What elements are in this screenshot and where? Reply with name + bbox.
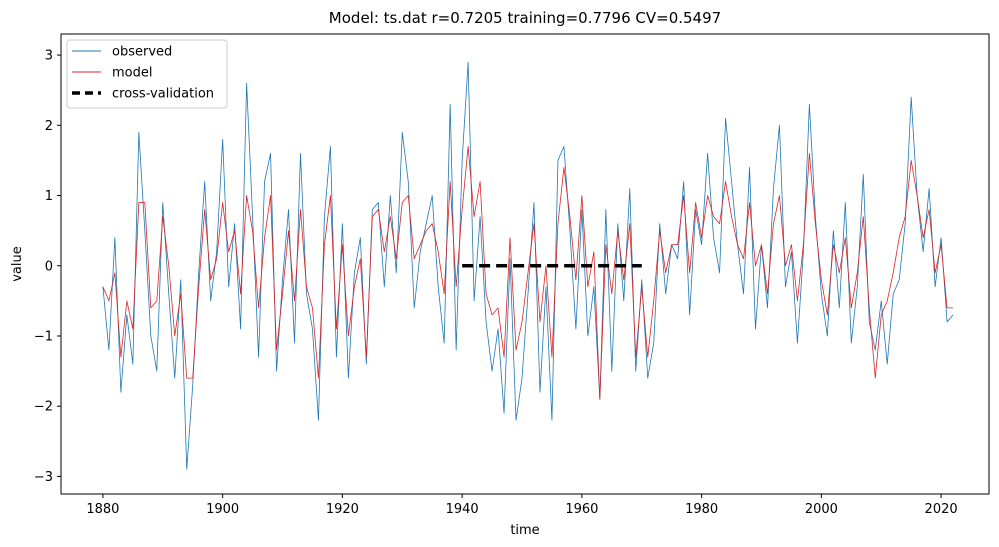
x-axis: 1880 1900 1920 1940 1960 1980 2000 2020 (86, 494, 958, 517)
x-axis-label: time (510, 523, 539, 538)
legend-label: observed (112, 45, 172, 60)
legend-box (66, 39, 228, 109)
x-tick-label: 1960 (565, 502, 598, 517)
plot-lines (102, 61, 954, 470)
y-tick-label: −3 (34, 470, 53, 485)
x-tick-label: 1900 (206, 502, 239, 517)
y-axis: −3 −2 −1 0 1 2 3 (34, 49, 61, 485)
x-tick-label: 2020 (925, 502, 958, 517)
y-axis-label: value (10, 246, 25, 282)
y-tick-label: 1 (45, 189, 53, 204)
x-tick-label: 1940 (446, 502, 479, 517)
y-tick-label: −2 (34, 400, 53, 415)
chart-title: Model: ts.dat r=0.7205 training=0.7796 C… (329, 9, 721, 27)
legend: observed model cross-validation (66, 39, 228, 109)
legend-label: cross-validation (112, 87, 214, 102)
legend-label: model (112, 66, 152, 81)
plot-frame (60, 33, 990, 495)
series-line-observed (102, 61, 954, 470)
x-tick-label: 1980 (685, 502, 718, 517)
y-tick-label: 0 (45, 259, 53, 274)
x-tick-label: 1880 (86, 502, 119, 517)
series-line-model (102, 145, 954, 400)
y-tick-label: 3 (45, 49, 53, 64)
x-tick-label: 1920 (326, 502, 359, 517)
y-tick-label: 2 (45, 119, 53, 134)
x-tick-label: 2000 (805, 502, 838, 517)
y-tick-label: −1 (34, 329, 53, 344)
